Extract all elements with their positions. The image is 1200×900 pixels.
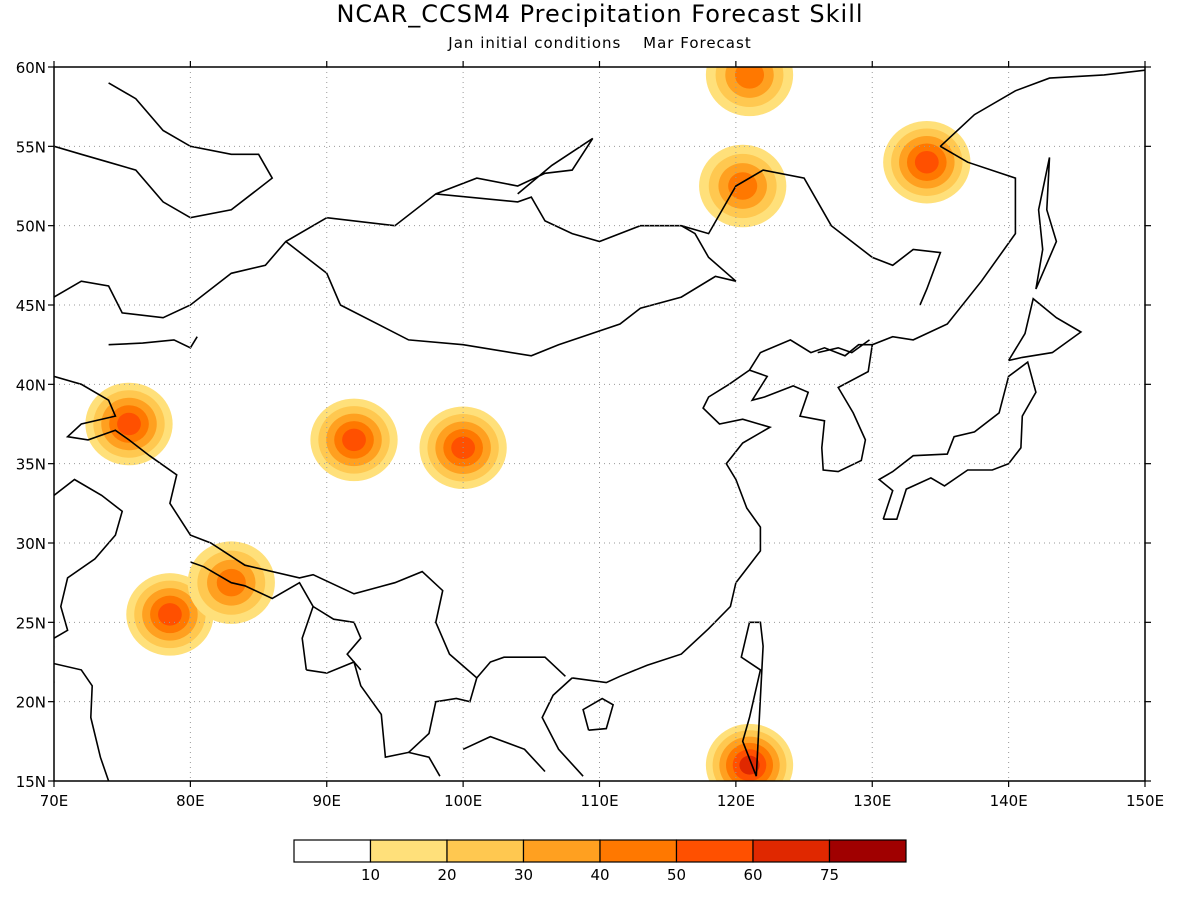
colorbar-swatch bbox=[675, 839, 754, 863]
colorbar-swatch bbox=[446, 839, 525, 863]
skill-contour-level-5 bbox=[117, 412, 141, 436]
colorbar-label: 50 bbox=[667, 866, 686, 884]
coastline-segment bbox=[54, 646, 55, 683]
lat-tick-label: 20N bbox=[16, 694, 46, 712]
lon-tick-label: 110E bbox=[580, 792, 618, 810]
skill-region-siberia-north bbox=[705, 67, 794, 117]
page-title: NCAR_CCSM4 Precipitation Forecast Skill bbox=[336, 0, 864, 28]
skill-region-northeast-asia-coast bbox=[883, 120, 971, 204]
coastline-segment bbox=[54, 169, 942, 319]
lon-tick-label: 100E bbox=[444, 792, 482, 810]
lon-tick-label: 70E bbox=[40, 792, 69, 810]
coastline-segment bbox=[108, 336, 198, 349]
colorbar-swatch bbox=[293, 839, 372, 863]
lon-tick-label: 130E bbox=[853, 792, 891, 810]
coastline-segment bbox=[1035, 157, 1058, 290]
coastline-segment bbox=[462, 735, 546, 773]
coastline-segment bbox=[54, 375, 566, 680]
skill-contour-level-4 bbox=[734, 67, 765, 89]
subtitle-initial-conditions: Jan initial conditions bbox=[448, 34, 622, 52]
coastline-segment bbox=[877, 360, 1037, 521]
coastline-segment bbox=[435, 137, 594, 195]
lon-tick-label: 120E bbox=[717, 792, 755, 810]
colorbar-label: 20 bbox=[437, 866, 456, 884]
lat-tick-label: 30N bbox=[16, 535, 46, 553]
subtitle-forecast-month: Mar Forecast bbox=[643, 34, 752, 52]
coastline-segment bbox=[408, 677, 478, 753]
coastline-segment bbox=[306, 660, 441, 777]
coastline-segment bbox=[817, 339, 870, 354]
colorbar-swatch bbox=[752, 839, 831, 863]
colorbar-label: 10 bbox=[361, 866, 380, 884]
lat-tick-label: 45N bbox=[16, 297, 46, 315]
lat-tick-label: 50N bbox=[16, 218, 46, 236]
skill-contour-level-5 bbox=[914, 150, 939, 174]
colorbar-swatch bbox=[828, 839, 907, 863]
colorbar-label: 40 bbox=[590, 866, 609, 884]
coastline-segment bbox=[312, 605, 362, 671]
skill-region-mongolia-north bbox=[699, 144, 787, 228]
colorbar-label: 75 bbox=[820, 866, 839, 884]
colorbar: 10 20 30 40 50 60 75 bbox=[293, 839, 907, 884]
lon-tick-label: 150E bbox=[1126, 792, 1164, 810]
coastline-segment bbox=[572, 69, 1145, 684]
lat-tick-label: 55N bbox=[16, 138, 46, 156]
axis-ticks bbox=[48, 61, 1151, 787]
coastline-segment bbox=[54, 82, 274, 219]
map-frame bbox=[53, 66, 1146, 782]
lat-tick-label: 40N bbox=[16, 376, 46, 394]
gridlines bbox=[54, 67, 1145, 781]
coastlines bbox=[54, 69, 1145, 781]
colorbar-swatch bbox=[522, 839, 601, 863]
lon-tick-label: 80E bbox=[176, 792, 205, 810]
coastline-segment bbox=[740, 621, 764, 777]
coastline-segment bbox=[541, 677, 584, 777]
coastline-segment bbox=[285, 225, 737, 357]
coastline-segment bbox=[54, 478, 124, 639]
colorbar-label: 60 bbox=[743, 866, 762, 884]
skill-contour-level-5 bbox=[342, 428, 366, 452]
lat-tick-label: 60N bbox=[16, 59, 46, 77]
coastline-segment bbox=[190, 561, 314, 671]
lon-tick-label: 90E bbox=[312, 792, 341, 810]
coastline-segment bbox=[54, 662, 110, 781]
coastline-segment bbox=[582, 697, 615, 731]
skill-region-tibet-central bbox=[310, 398, 398, 482]
coastline-segment bbox=[1007, 297, 1083, 362]
coastline-segment bbox=[748, 339, 873, 371]
subtitle: Jan initial conditions Mar Forecast bbox=[0, 34, 1200, 52]
lon-tick-label: 140E bbox=[990, 792, 1028, 810]
colorbar-label: 30 bbox=[514, 866, 533, 884]
colorbar-swatch bbox=[369, 839, 448, 863]
lat-tick-label: 25N bbox=[16, 614, 46, 632]
lat-tick-label: 35N bbox=[16, 456, 46, 474]
skill-contour-level-5 bbox=[158, 603, 182, 626]
skill-shading bbox=[85, 67, 971, 781]
skill-region-taiwan bbox=[705, 723, 794, 781]
colorbar-swatch bbox=[599, 839, 678, 863]
lat-tick-label: 15N bbox=[16, 773, 46, 791]
